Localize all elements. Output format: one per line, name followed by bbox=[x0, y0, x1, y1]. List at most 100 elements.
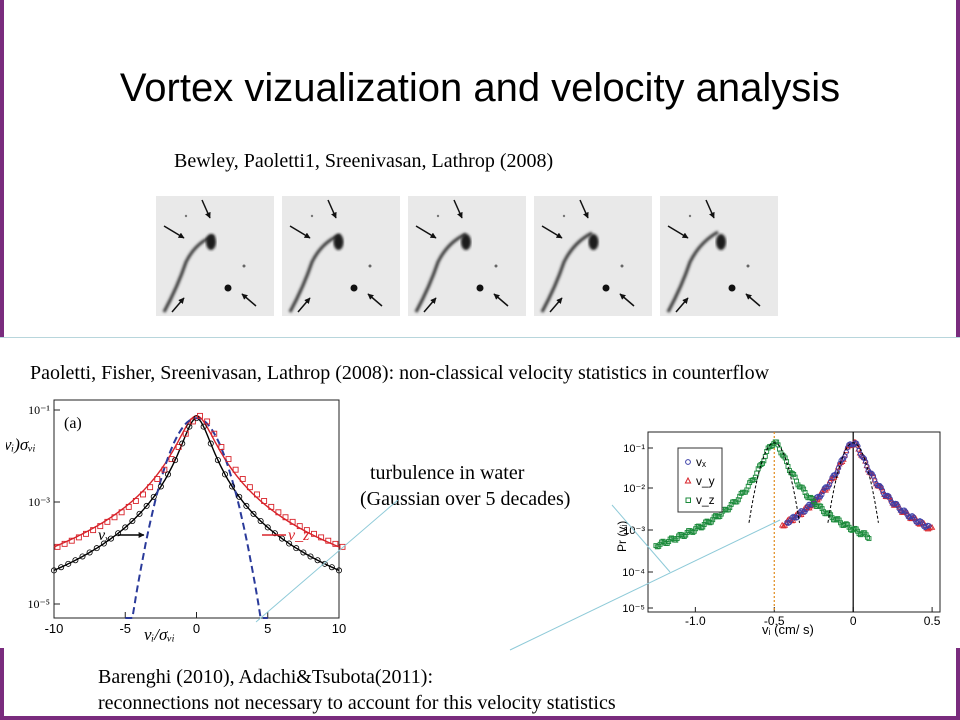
vz-marker bbox=[809, 496, 815, 501]
vx-marker bbox=[200, 423, 207, 430]
left-y-axis-label: vᵢ)σᵥᵢ bbox=[6, 435, 36, 454]
x-tick-label: 5 bbox=[264, 621, 271, 636]
vz-marker bbox=[147, 484, 154, 491]
right-y-axis-label: Pr (vᵢ) bbox=[615, 521, 629, 552]
gaussian-fit-x bbox=[827, 442, 879, 523]
vx-marker bbox=[157, 483, 164, 490]
vx-marker bbox=[72, 557, 79, 564]
vortex-line bbox=[288, 233, 341, 313]
vz-marker bbox=[97, 523, 104, 530]
tracer-particle bbox=[728, 284, 736, 292]
y-tick-label: 10⁻² bbox=[623, 483, 645, 495]
tracer-particle bbox=[436, 214, 440, 218]
arrow-marker bbox=[327, 199, 337, 219]
vz-marker bbox=[761, 458, 767, 464]
vortex-blob bbox=[716, 234, 726, 250]
vy-marker bbox=[780, 522, 787, 529]
vx-marker bbox=[100, 540, 107, 547]
vz-marker bbox=[819, 506, 825, 512]
section-divider bbox=[0, 337, 960, 338]
arrow-marker bbox=[415, 225, 437, 239]
vz-marker bbox=[843, 521, 849, 527]
arrow-marker bbox=[289, 225, 311, 239]
vz-marker bbox=[762, 453, 768, 459]
vz-marker bbox=[855, 528, 861, 534]
vz-marker bbox=[182, 430, 189, 437]
vx-marker bbox=[136, 510, 143, 517]
velocity-pdf-chart-right: -1.0 -0.5 0 0.510⁻¹10⁻²10⁻³10⁻⁴10⁻⁵ Pr (vᵢ)… bbox=[615, 431, 941, 637]
vz-marker bbox=[118, 509, 125, 516]
vz-marker bbox=[168, 456, 175, 463]
vz-marker bbox=[61, 540, 68, 547]
vz-marker bbox=[836, 517, 842, 523]
vz-marker bbox=[225, 456, 232, 463]
vortex-blob bbox=[461, 234, 471, 250]
vx-marker bbox=[879, 487, 886, 494]
vz-marker bbox=[865, 534, 871, 540]
vx-marker bbox=[108, 535, 115, 542]
vz-marker bbox=[68, 537, 75, 544]
legend-right: vₓ v_y v_z bbox=[677, 447, 723, 513]
arrow-marker bbox=[705, 199, 715, 219]
arrow-marker bbox=[667, 225, 689, 239]
arrow-marker bbox=[201, 199, 211, 219]
vortex-line bbox=[540, 231, 593, 313]
panel-label: (a) bbox=[64, 415, 82, 432]
vx-marker bbox=[926, 523, 932, 529]
vx-marker bbox=[784, 519, 790, 525]
tracer-particle bbox=[746, 264, 750, 268]
vz-marker bbox=[835, 516, 841, 522]
arrow-marker bbox=[549, 297, 563, 313]
vz-marker bbox=[802, 490, 808, 495]
vz-marker bbox=[866, 536, 872, 542]
vz-marker bbox=[125, 503, 132, 510]
y-tick-label: 10⁻⁵ bbox=[27, 597, 50, 611]
vx-marker bbox=[65, 560, 72, 567]
vz-marker bbox=[161, 466, 168, 473]
tracer-particle bbox=[350, 284, 358, 292]
vz-marker bbox=[111, 514, 118, 521]
vz-marker bbox=[737, 493, 743, 499]
frame-gap-right bbox=[954, 338, 960, 648]
frame-background bbox=[534, 196, 652, 316]
legend-box bbox=[677, 447, 723, 513]
vx-marker bbox=[886, 493, 892, 499]
vx-marker bbox=[164, 471, 171, 478]
vx-marker bbox=[143, 502, 150, 509]
arrow-marker bbox=[297, 297, 311, 313]
vz-marker bbox=[104, 518, 111, 525]
tracer-particle bbox=[310, 214, 314, 218]
right-x-axis-label: vᵢ (cm/ s) bbox=[762, 622, 814, 637]
tracer-particle bbox=[620, 264, 624, 268]
vz-marker bbox=[54, 543, 61, 550]
tracer-particle bbox=[602, 284, 610, 292]
vz-marker bbox=[211, 430, 218, 437]
vx-marker bbox=[186, 423, 193, 430]
vy-marker bbox=[815, 494, 823, 501]
vz-marker bbox=[774, 439, 780, 445]
y-tick-label: 10⁻¹ bbox=[28, 403, 50, 417]
vx-marker bbox=[221, 471, 228, 478]
y-tick-label: 10⁻³ bbox=[28, 495, 50, 509]
vz-marker bbox=[748, 478, 754, 484]
vz-marker bbox=[852, 525, 858, 531]
y-tick-label: 10⁻⁴ bbox=[622, 567, 645, 579]
vx-marker bbox=[906, 514, 913, 520]
vz-marker bbox=[828, 512, 834, 518]
citation-barenghi: Barenghi (2010), Adachi&Tsubota(2011): r… bbox=[98, 664, 616, 716]
vortex-line bbox=[666, 230, 719, 313]
vx-marker bbox=[172, 457, 179, 464]
tracer-particle bbox=[688, 214, 692, 218]
vx-marker bbox=[93, 545, 100, 552]
gaussian-fit-z bbox=[748, 442, 800, 523]
vortex-frame-2 bbox=[282, 196, 400, 316]
vz-marker bbox=[239, 476, 246, 482]
vx-marker bbox=[789, 514, 795, 521]
vy-marker bbox=[863, 462, 870, 469]
legend-marker bbox=[685, 497, 691, 503]
citation-bottom-line-2: reconnections not necessary to account f… bbox=[98, 692, 616, 714]
x-tick-label: -10 bbox=[45, 621, 64, 636]
arrow-marker bbox=[745, 293, 761, 307]
gaussian-reference bbox=[125, 417, 268, 619]
